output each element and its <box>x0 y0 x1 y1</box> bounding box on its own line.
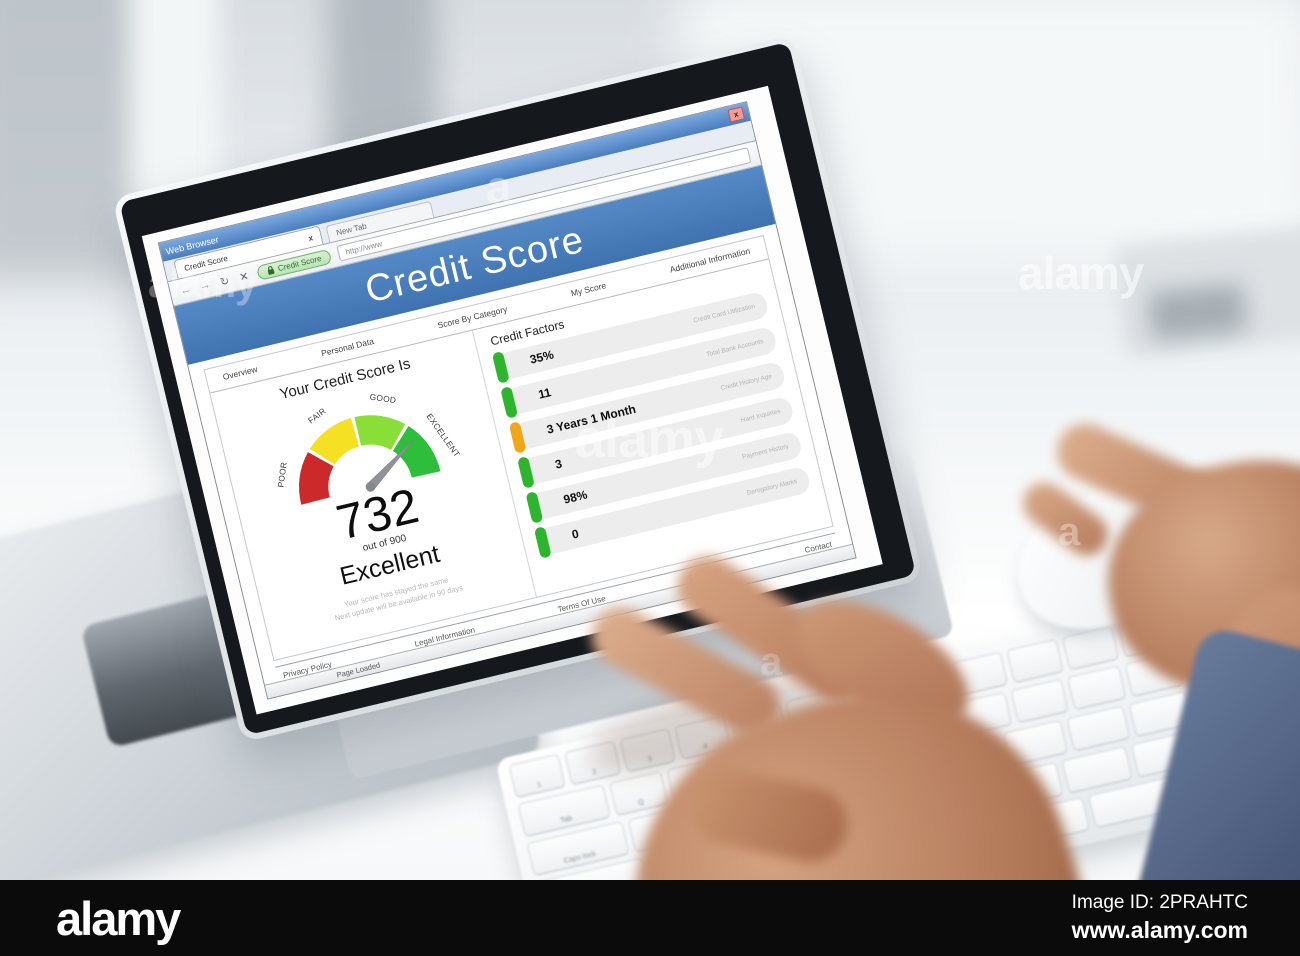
content-columns: Your Credit Score Is POOR FAIR GOOD EXCE… <box>210 259 832 660</box>
back-icon[interactable]: ← <box>178 283 193 298</box>
background-keyboard-shadow <box>1147 283 1248 341</box>
laptop-screen: Web Browser x Credit Score x New Tab ← →… <box>112 34 924 743</box>
nav-item-my-score[interactable]: My Score <box>569 280 608 299</box>
factor-label: Payment History <box>741 442 790 461</box>
key <box>1062 625 1120 671</box>
factor-value: 0 <box>570 526 581 543</box>
gauge-segment-good <box>354 415 406 451</box>
gauge-label-good: GOOD <box>370 391 398 405</box>
alamy-credit-bar: alamy Image ID: 2PRAHTC www.alamy.com <box>0 880 1300 956</box>
factor-status-bar <box>516 456 535 489</box>
gauge-segment-poor <box>299 452 335 505</box>
factor-status-bar <box>508 421 527 454</box>
lock-icon <box>267 265 275 275</box>
screen-white-area: Web Browser x Credit Score x New Tab ← →… <box>141 85 883 715</box>
factor-value: 3 Years 1 Month <box>545 402 638 438</box>
alamy-logo: alamy <box>56 891 181 945</box>
gauge-segment-excellent <box>392 425 441 479</box>
gauge-label-poor: POOR <box>276 461 289 488</box>
score-panel: Your Credit Score Is POOR FAIR GOOD EXCE… <box>210 330 537 660</box>
tab-close-icon[interactable]: x <box>307 233 314 244</box>
stop-icon[interactable]: ✕ <box>238 270 251 285</box>
factor-label: Hard Inquiries <box>740 407 782 425</box>
bookmark-label: Credit Score <box>277 253 323 273</box>
factor-value: 35% <box>528 347 556 368</box>
alamy-url: www.alamy.com <box>1071 917 1248 944</box>
factor-value: 3 <box>553 456 564 473</box>
bookmark-button[interactable]: Credit Score <box>255 248 333 281</box>
factor-status-bar <box>533 526 552 559</box>
factor-label: Derogatory Marks <box>746 477 798 497</box>
page-content-card: Overview Personal Data Score By Category… <box>203 234 834 662</box>
key <box>1010 678 1070 724</box>
key <box>1067 665 1127 711</box>
gauge-segment-fair <box>310 417 361 465</box>
gauge-label-fair: FAIR <box>306 405 328 425</box>
factor-value: 11 <box>536 385 553 403</box>
factor-value: 98% <box>562 487 589 508</box>
gauge-needle-hub <box>366 481 376 492</box>
nav-item-overview[interactable]: Overview <box>221 364 259 383</box>
forward-icon[interactable]: → <box>198 278 212 294</box>
credit-score-gauge: POOR FAIR GOOD EXCELLENT <box>276 391 463 505</box>
credit-info: Image ID: 2PRAHTC www.alamy.com <box>1072 890 1248 947</box>
factor-label: Credit History Age <box>720 372 773 393</box>
browser-toolbar: ← → ↻ ✕ Credit Score http://www <box>168 141 762 307</box>
refresh-icon[interactable]: ↻ <box>218 274 231 289</box>
factor-label: Credit Card Utilization <box>692 302 756 325</box>
factor-status-bar <box>491 351 510 384</box>
key: 1 <box>508 753 566 799</box>
browser-window: Web Browser x Credit Score x New Tab ← →… <box>157 101 857 700</box>
key <box>1065 705 1131 752</box>
factor-label: Total Bank Accounts <box>705 337 765 359</box>
factor-status-bar <box>525 491 544 524</box>
factor-status-bar <box>499 386 518 419</box>
key <box>1006 638 1065 684</box>
window-close-button[interactable]: x <box>727 106 746 123</box>
image-id-text: Image ID: 2PRAHTC <box>1071 891 1248 913</box>
